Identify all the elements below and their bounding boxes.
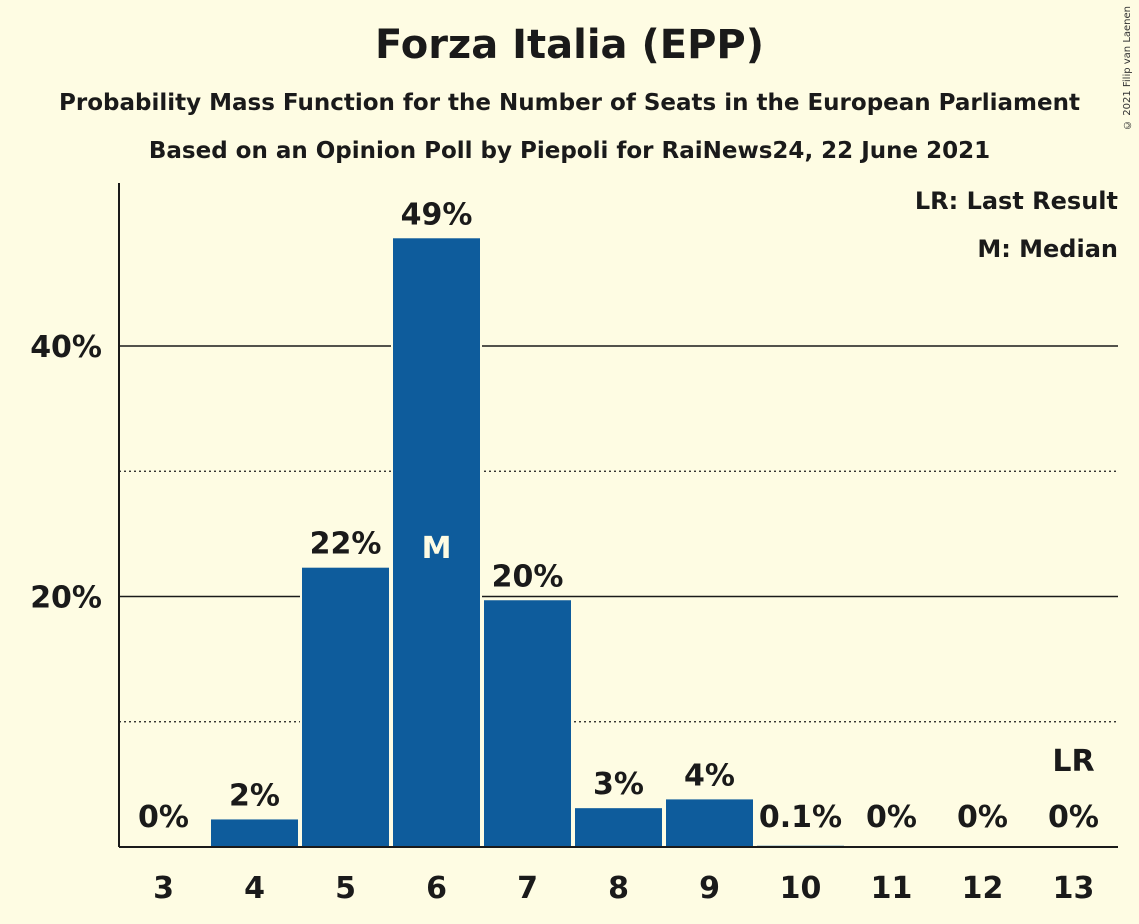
bar-4 (211, 819, 298, 847)
x-tick-label-8: 8 (608, 871, 629, 906)
x-tick-label-5: 5 (335, 871, 356, 906)
axes: 20% 40% 3 4 5 6 7 8 9 10 11 12 13 (30, 183, 1118, 906)
x-tick-label-13: 13 (1053, 871, 1095, 906)
y-tick-label: 40% (30, 330, 102, 365)
chart-subtitle: Probability Mass Function for the Number… (59, 90, 1080, 116)
value-label-12: 0% (957, 800, 1008, 835)
value-label-11: 0% (866, 800, 917, 835)
legend-median: M: Median (977, 235, 1118, 263)
bars (209, 238, 846, 847)
median-marker: M (422, 531, 452, 566)
legend-last-result: LR: Last Result (915, 187, 1118, 215)
x-tick-label-4: 4 (244, 871, 265, 906)
chart-title: Forza Italia (EPP) (375, 22, 764, 68)
x-tick-label-3: 3 (153, 871, 174, 906)
bar-6 (393, 238, 480, 847)
value-label-9: 4% (684, 758, 735, 793)
bar-9 (666, 799, 753, 847)
bar-8 (575, 808, 662, 847)
value-label-7: 20% (492, 559, 564, 594)
x-tick-label-6: 6 (426, 871, 447, 906)
gridlines (119, 345, 1118, 723)
x-tick-label-9: 9 (699, 871, 720, 906)
bar-7 (484, 600, 571, 847)
chart-source-subtitle: Based on an Opinion Poll by Piepoli for … (148, 138, 991, 164)
value-label-8: 3% (593, 767, 644, 802)
value-label-10: 0.1% (759, 800, 842, 835)
value-labels: 0% 2% 22% 49% M 20% 3% 4% 0.1% 0% 0% 0% LR (138, 197, 1099, 835)
value-label-13: 0% (1048, 800, 1099, 835)
last-result-marker: LR (1052, 744, 1094, 779)
x-tick-label-10: 10 (780, 871, 822, 906)
value-label-6: 49% (401, 197, 473, 232)
value-label-5: 22% (310, 527, 382, 562)
x-tick-label-7: 7 (517, 871, 538, 906)
value-label-3: 0% (138, 800, 189, 835)
y-tick-label: 20% (30, 581, 102, 616)
x-tick-label-11: 11 (871, 871, 913, 906)
bar-5 (302, 567, 389, 847)
value-label-4: 2% (229, 778, 280, 813)
x-tick-label-12: 12 (962, 871, 1004, 906)
